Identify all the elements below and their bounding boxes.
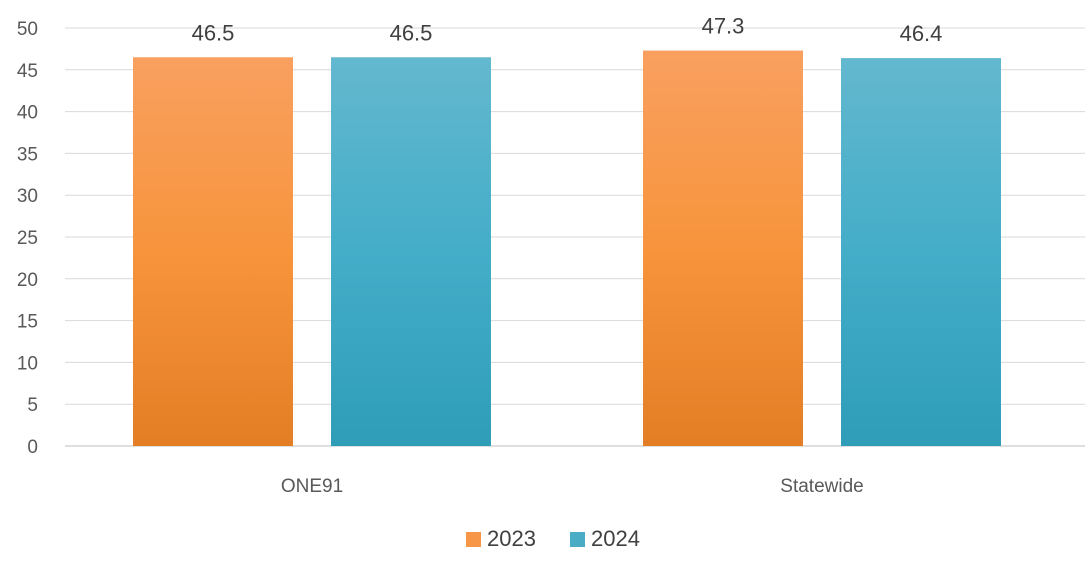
bar-statewide-2023	[643, 50, 803, 447]
bar-one91-2023	[133, 57, 293, 446]
bar-statewide-2024	[841, 58, 1001, 446]
y-tick-label: 40	[17, 103, 38, 124]
y-tick-label: 35	[17, 144, 38, 165]
x-category-label: ONE91	[281, 476, 343, 497]
y-tick-label: 45	[17, 61, 38, 82]
data-label: 46.5	[192, 20, 235, 45]
y-tick-label: 10	[17, 353, 38, 374]
legend-label: 2024	[591, 526, 640, 551]
x-axis-categories: ONE91 Statewide	[281, 476, 864, 497]
y-tick-label: 15	[17, 312, 38, 333]
data-label: 47.3	[702, 14, 745, 39]
y-tick-label: 30	[17, 186, 38, 207]
data-labels: 46.5 46.5 47.3 46.4	[192, 14, 943, 47]
x-category-label: Statewide	[780, 476, 863, 497]
legend-swatch-2024	[570, 532, 585, 547]
data-label: 46.4	[900, 21, 943, 46]
y-tick-label: 20	[17, 270, 38, 291]
y-axis-ticks: 0 5 10 15 20 25 30 35 40 45 50	[17, 19, 38, 458]
y-tick-label: 25	[17, 228, 38, 249]
bars	[133, 50, 1001, 447]
legend-swatch-2023	[466, 532, 481, 547]
y-tick-label: 50	[17, 19, 38, 40]
legend: 2023 2024	[466, 526, 640, 551]
legend-label: 2023	[487, 526, 536, 551]
y-tick-label: 0	[27, 437, 38, 458]
data-label: 46.5	[390, 20, 433, 45]
y-tick-label: 5	[27, 395, 38, 416]
bar-one91-2024	[331, 57, 491, 446]
